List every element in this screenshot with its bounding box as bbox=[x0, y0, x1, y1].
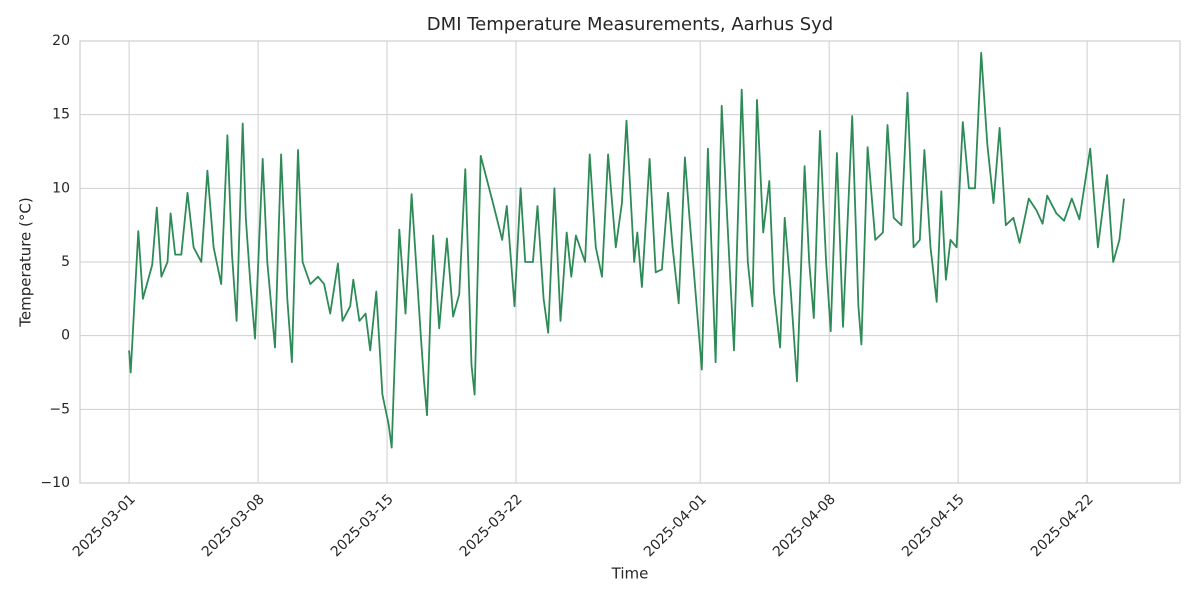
x-tick-label: 2025-04-15 bbox=[899, 491, 968, 560]
x-tick-label: 2025-03-15 bbox=[328, 491, 397, 560]
y-tick-label: 0 bbox=[61, 328, 70, 344]
y-tick-label: 20 bbox=[52, 33, 70, 49]
x-tick-label: 2025-03-08 bbox=[199, 491, 268, 560]
y-tick-label: −10 bbox=[40, 475, 70, 491]
x-axis-label: Time bbox=[611, 565, 649, 583]
y-axis-label: Temperature (°C) bbox=[17, 197, 35, 327]
x-tick-label: 2025-04-01 bbox=[641, 491, 710, 560]
y-tick-label: 5 bbox=[61, 254, 70, 270]
temperature-line bbox=[128, 51, 1125, 449]
y-tick-label: −5 bbox=[49, 401, 70, 417]
y-tick-label: 10 bbox=[52, 180, 70, 196]
x-tick-label: 2025-04-22 bbox=[1028, 491, 1097, 560]
x-tick-label: 2025-03-01 bbox=[70, 491, 139, 560]
chart-title: DMI Temperature Measurements, Aarhus Syd bbox=[427, 14, 833, 35]
y-tick-label: 15 bbox=[52, 107, 70, 123]
x-tick-label: 2025-04-08 bbox=[770, 491, 839, 560]
x-tick-label: 2025-03-22 bbox=[457, 491, 526, 560]
plot-frame bbox=[79, 40, 1181, 484]
